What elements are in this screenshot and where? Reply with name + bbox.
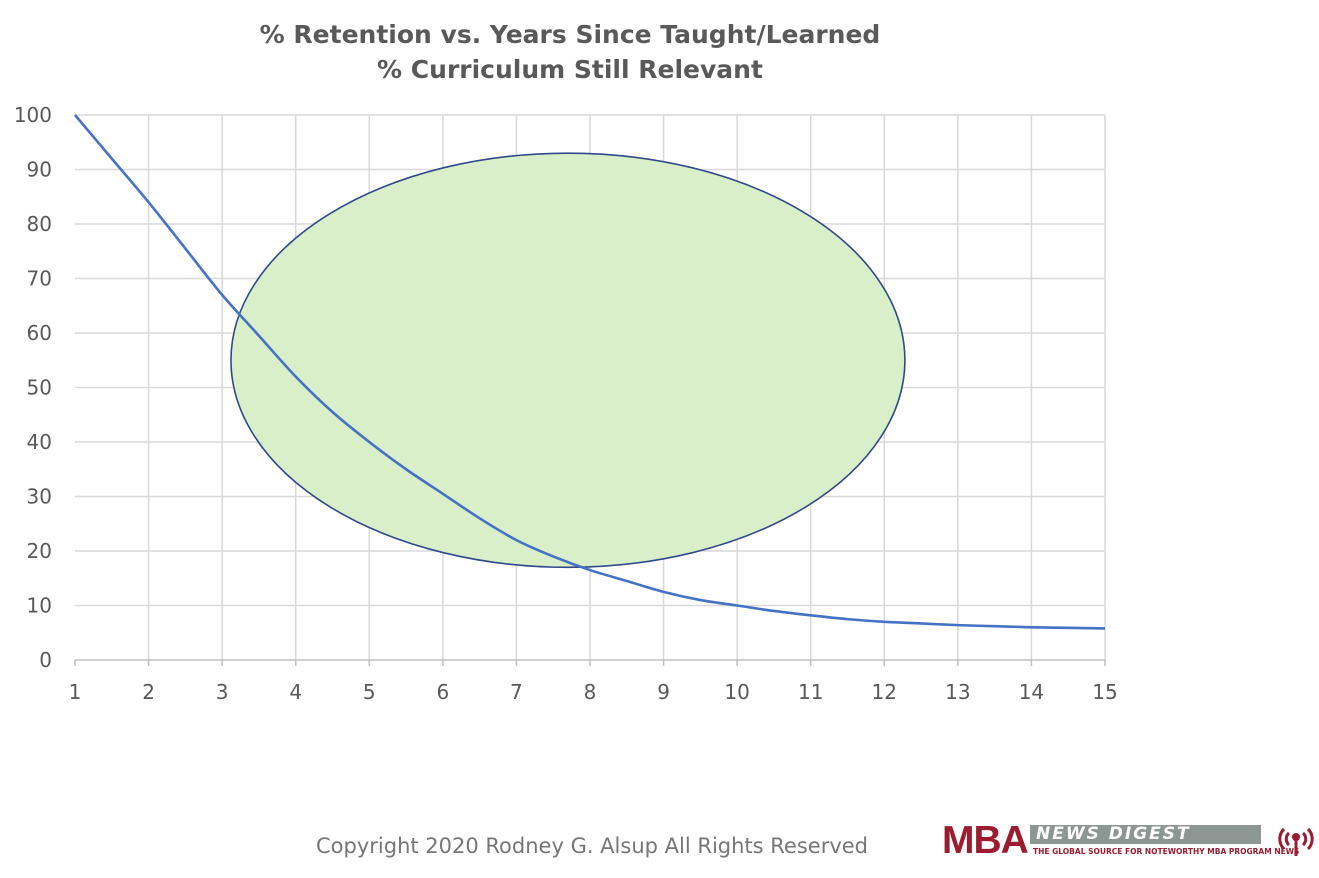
x-tick-label: 6 [436,680,449,704]
x-tick-label: 10 [724,680,749,704]
y-tick-label: 90 [27,158,52,182]
y-tick-label: 50 [27,376,52,400]
x-tick-label: 15 [1092,680,1117,704]
chart-title: % Retention vs. Years Since Taught/Learn… [259,20,881,49]
y-tick-label: 100 [14,103,52,127]
x-tick-label: 9 [657,680,670,704]
ellipse-annotation [230,152,906,569]
logo-tagline: THE GLOBAL SOURCE FOR NOTEWORTHY MBA PRO… [1033,847,1300,856]
x-tick-label: 7 [510,680,523,704]
x-tick-label: 3 [216,680,229,704]
x-tick-label: 13 [945,680,970,704]
x-tick-label: 12 [872,680,897,704]
x-tick-label: 1 [69,680,82,704]
y-tick-label: 60 [27,321,52,345]
logo-mba-text: MBA [942,819,1029,862]
y-tick-label: 30 [27,485,52,509]
retention-series-line [74,114,1106,630]
y-tick-label: 20 [27,539,52,563]
x-tick-label: 14 [1019,680,1044,704]
x-tick-label: 4 [289,680,302,704]
x-tick-label: 8 [584,680,597,704]
y-tick-label: 0 [39,648,52,672]
x-tick-label: 2 [142,680,155,704]
y-tick-label: 80 [27,212,52,236]
series-layer [74,114,1106,630]
y-tick-label: 40 [27,430,52,454]
chart-subtitle: % Curriculum Still Relevant [377,55,763,84]
y-tick-label: 70 [27,267,52,291]
mba-news-digest-logo: MBA NEWS DIGEST THE GLOBAL SOURCE FOR NO… [942,819,1318,862]
annotation-layer [230,152,906,569]
logo-banner [1030,825,1261,844]
axes [74,659,1106,666]
copyright-text: Copyright 2020 Rodney G. Alsup All Right… [316,834,869,858]
x-tick-label: 5 [363,680,376,704]
logo-news-text: NEWS DIGEST [1036,824,1191,844]
broadcast-icon [1278,827,1314,856]
x-tick-label: 11 [798,680,823,704]
y-tick-label: 10 [27,594,52,618]
